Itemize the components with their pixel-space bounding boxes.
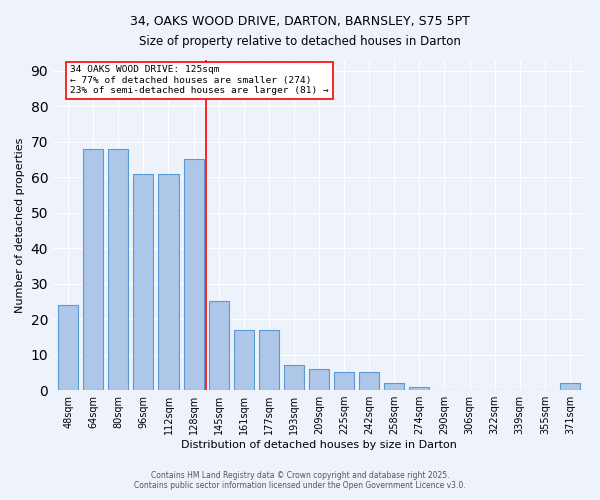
Bar bbox=[309, 369, 329, 390]
Bar bbox=[58, 305, 78, 390]
Bar bbox=[384, 383, 404, 390]
Y-axis label: Number of detached properties: Number of detached properties bbox=[15, 138, 25, 312]
Bar bbox=[284, 365, 304, 390]
Bar bbox=[209, 302, 229, 390]
Text: 34 OAKS WOOD DRIVE: 125sqm
← 77% of detached houses are smaller (274)
23% of sem: 34 OAKS WOOD DRIVE: 125sqm ← 77% of deta… bbox=[70, 66, 329, 95]
Bar bbox=[259, 330, 279, 390]
Bar bbox=[359, 372, 379, 390]
Bar bbox=[83, 148, 103, 390]
X-axis label: Distribution of detached houses by size in Darton: Distribution of detached houses by size … bbox=[181, 440, 457, 450]
Bar bbox=[184, 160, 203, 390]
Bar bbox=[334, 372, 354, 390]
Text: 34, OAKS WOOD DRIVE, DARTON, BARNSLEY, S75 5PT: 34, OAKS WOOD DRIVE, DARTON, BARNSLEY, S… bbox=[130, 15, 470, 28]
Bar bbox=[560, 383, 580, 390]
Bar bbox=[133, 174, 154, 390]
Bar bbox=[158, 174, 179, 390]
Bar bbox=[234, 330, 254, 390]
Bar bbox=[409, 386, 430, 390]
Bar bbox=[108, 148, 128, 390]
Text: Contains HM Land Registry data © Crown copyright and database right 2025.
Contai: Contains HM Land Registry data © Crown c… bbox=[134, 470, 466, 490]
Text: Size of property relative to detached houses in Darton: Size of property relative to detached ho… bbox=[139, 35, 461, 48]
